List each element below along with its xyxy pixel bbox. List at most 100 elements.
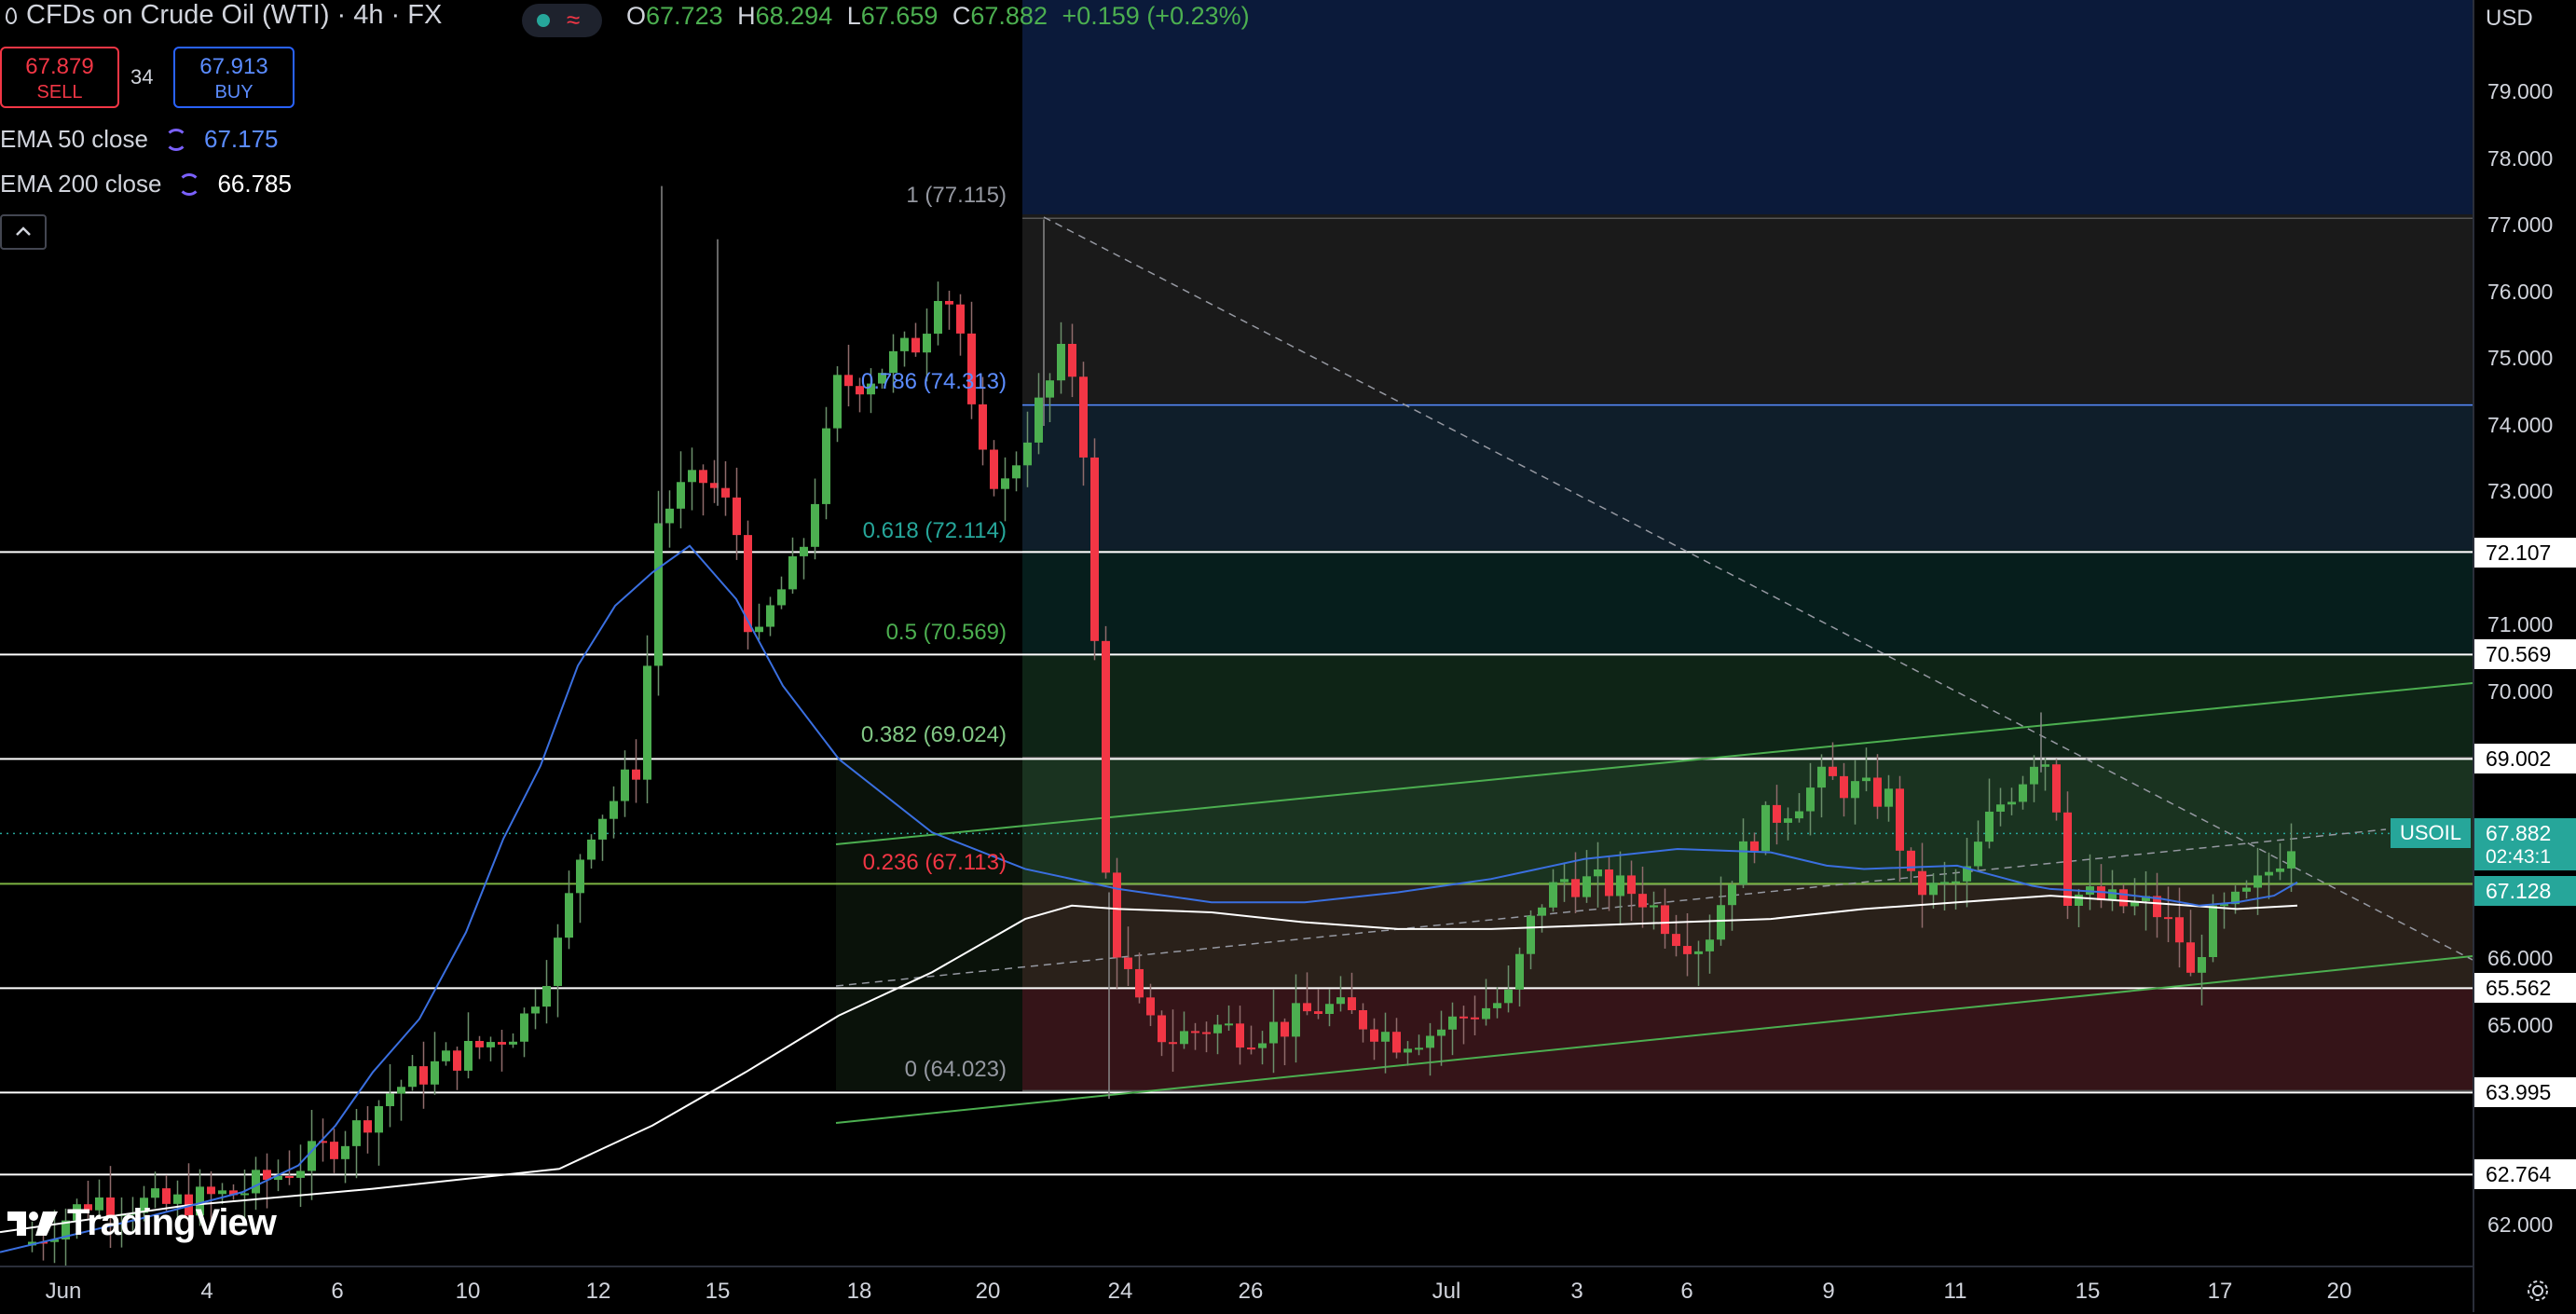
candle-body bbox=[408, 1066, 417, 1088]
candle-body bbox=[2142, 896, 2150, 901]
candle-body bbox=[1661, 905, 1669, 935]
candle-body bbox=[1996, 804, 2005, 812]
candle-body bbox=[196, 1186, 204, 1216]
candle-body bbox=[464, 1040, 473, 1071]
ohlc-close: 67.882 bbox=[970, 2, 1048, 30]
candle-body bbox=[1459, 1016, 1468, 1019]
price-tick: 70.000 bbox=[2487, 679, 2554, 704]
candle-body bbox=[1784, 818, 1792, 823]
market-open-dot-icon bbox=[537, 14, 550, 27]
candle-body bbox=[755, 626, 763, 633]
candle-body bbox=[140, 1198, 148, 1213]
candle-body bbox=[1493, 1003, 1501, 1008]
buy-button[interactable]: 67.913 BUY bbox=[173, 47, 295, 108]
fib-zone bbox=[1022, 550, 2473, 654]
candle-body bbox=[2019, 784, 2027, 802]
candle-body bbox=[1694, 951, 1703, 954]
price-tick: 71.000 bbox=[2487, 612, 2554, 636]
candle-body bbox=[1761, 804, 1770, 852]
level-tag: 67.128 bbox=[2474, 876, 2576, 906]
candle-body bbox=[2007, 801, 2016, 805]
chevron-up-icon bbox=[16, 226, 31, 236]
fib-label-0: 0 (64.023) bbox=[904, 1057, 1007, 1082]
candle-body bbox=[1940, 882, 1949, 884]
candle-body bbox=[1146, 997, 1155, 1016]
candle-body bbox=[229, 1190, 238, 1196]
ohlc-low-label: L bbox=[846, 2, 861, 30]
candle-body bbox=[1862, 777, 1870, 782]
candle-body bbox=[2108, 889, 2117, 901]
candle-body bbox=[554, 938, 562, 987]
price-chart[interactable] bbox=[0, 0, 2473, 1266]
price-axis[interactable]: 79.000 78.000 77.000 76.000 75.000 74.00… bbox=[2473, 0, 2576, 1312]
fib-zone bbox=[1022, 883, 2473, 988]
level-tag: 70.569 bbox=[2474, 639, 2576, 669]
candle-body bbox=[621, 769, 629, 801]
candle-body bbox=[330, 1142, 338, 1159]
candle-body bbox=[654, 523, 663, 666]
candle-body bbox=[475, 1040, 484, 1047]
candle-body bbox=[486, 1042, 495, 1047]
candle-body bbox=[1135, 968, 1144, 998]
fib-zone bbox=[1022, 404, 2473, 550]
candle-body bbox=[665, 508, 674, 524]
ohlc-open-label: O bbox=[626, 2, 647, 30]
currency-label[interactable]: USD bbox=[2486, 6, 2533, 31]
indicator-ema50[interactable]: EMA 50 close 67.175 bbox=[0, 125, 279, 154]
indicator-value: 67.175 bbox=[203, 125, 279, 153]
candle-body bbox=[710, 483, 719, 488]
candle-body bbox=[923, 334, 931, 353]
gear-icon[interactable] bbox=[2526, 1279, 2550, 1303]
candle-body bbox=[587, 839, 596, 860]
candle-body bbox=[1202, 1032, 1211, 1034]
candle-body bbox=[498, 1042, 506, 1045]
ema50-line bbox=[0, 544, 2298, 1253]
channel-mid-line bbox=[835, 828, 2387, 987]
fib-zone bbox=[1022, 988, 2473, 1090]
fib-label-0382: 0.382 (69.024) bbox=[860, 722, 1007, 747]
candle-body bbox=[833, 375, 842, 429]
candle-body bbox=[1817, 766, 1826, 788]
candle-body bbox=[878, 373, 886, 384]
candle-body bbox=[2041, 764, 2049, 767]
candle-body bbox=[1258, 1043, 1267, 1048]
level-tag: 69.002 bbox=[2474, 744, 2576, 773]
candle-body bbox=[1247, 1047, 1255, 1050]
tv-logo-icon bbox=[7, 1211, 58, 1236]
status-pill[interactable]: ≈ bbox=[522, 4, 602, 37]
candle-body bbox=[2075, 894, 2083, 906]
drop-icon bbox=[6, 7, 17, 24]
tradingview-logo[interactable]: TradingView bbox=[6, 1202, 277, 1244]
candle-body bbox=[1683, 946, 1692, 954]
candle-body bbox=[2164, 917, 2172, 920]
collapse-legend-button[interactable] bbox=[0, 214, 47, 250]
candle-body bbox=[274, 1175, 282, 1181]
candle-body bbox=[252, 1170, 260, 1194]
candle-body bbox=[1773, 804, 1781, 823]
sell-button[interactable]: 67.879 SELL bbox=[0, 47, 119, 108]
fib-label-05: 0.5 (70.569) bbox=[885, 620, 1007, 645]
candle-body bbox=[1471, 1017, 1479, 1020]
candle-body bbox=[1314, 1011, 1322, 1014]
candle-body bbox=[967, 333, 976, 404]
candle-body bbox=[1717, 905, 1725, 940]
candle-body bbox=[218, 1190, 226, 1195]
chart-area[interactable] bbox=[0, 0, 2473, 1266]
candle-body bbox=[1426, 1035, 1434, 1048]
candle-body bbox=[598, 818, 607, 840]
candle-body bbox=[1236, 1023, 1244, 1048]
ohlc-high: 68.294 bbox=[755, 2, 833, 30]
candle-body bbox=[1952, 881, 1960, 883]
candle-body bbox=[207, 1186, 215, 1195]
symbol-title[interactable]: CFDs on Crude Oil (WTI) · 4h · FX bbox=[26, 0, 443, 30]
indicator-ema200[interactable]: EMA 200 close 66.785 bbox=[0, 170, 292, 198]
time-axis[interactable]: Jun 4 6 10 12 15 18 20 24 26 Jul 3 6 9 1… bbox=[0, 1266, 2473, 1314]
time-tick: 15 bbox=[2075, 1279, 2101, 1304]
time-tick: 9 bbox=[1822, 1279, 1835, 1304]
candle-body bbox=[856, 386, 864, 395]
time-tick: 24 bbox=[1107, 1279, 1133, 1304]
candle-body bbox=[2254, 875, 2262, 888]
price-tick: 62.000 bbox=[2487, 1212, 2554, 1237]
candle-body bbox=[520, 1013, 528, 1042]
candle-body bbox=[1918, 870, 1926, 896]
